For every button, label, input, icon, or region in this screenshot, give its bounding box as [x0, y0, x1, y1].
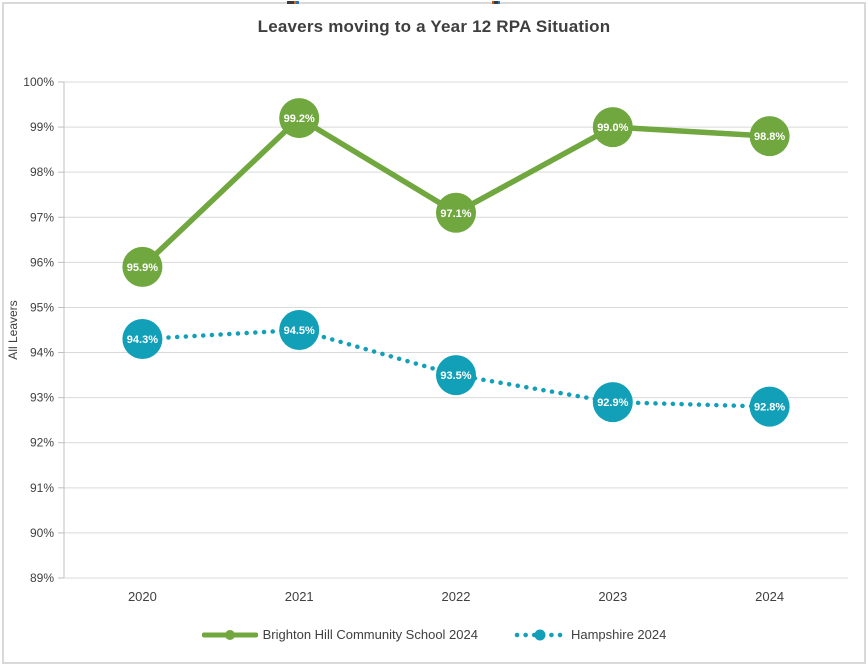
series-line [139, 115, 773, 270]
data-point[interactable] [592, 382, 633, 423]
cropped-content-fragment [492, 1, 500, 4]
data-point[interactable] [592, 107, 633, 148]
y-tick-label: 90% [30, 526, 54, 540]
legend-item-hampshire[interactable]: Hampshire 2024 [514, 627, 666, 642]
y-axis-title: All Leavers [6, 300, 20, 360]
legend-dotted-marker-icon [514, 629, 566, 640]
data-point[interactable] [122, 246, 163, 287]
chart-title: Leavers moving to a Year 12 RPA Situatio… [257, 17, 611, 36]
data-point[interactable] [279, 310, 320, 350]
legend-item-school[interactable]: Brighton Hill Community School 2024 [201, 627, 478, 642]
y-tick-label: 97% [30, 210, 54, 224]
data-point[interactable] [749, 116, 790, 157]
y-tick-label: 96% [30, 255, 54, 269]
legend-label-school: Brighton Hill Community School 2024 [262, 627, 478, 642]
data-point-label: 94.3% [127, 334, 158, 346]
y-tick-label: 95% [30, 300, 54, 314]
data-point-label: 97.1% [440, 208, 471, 220]
x-tick-label: 2022 [442, 589, 471, 604]
data-point-label: 92.9% [597, 397, 628, 409]
data-point[interactable] [436, 192, 476, 233]
legend-line-marker-icon [201, 629, 258, 640]
y-tick-label: 98% [30, 165, 54, 179]
data-point-label: 99.0% [597, 122, 628, 134]
x-tick-label: 2024 [755, 589, 784, 604]
y-tick-label: 99% [30, 120, 54, 134]
legend-label-hampshire: Hampshire 2024 [570, 627, 667, 642]
data-point[interactable] [122, 319, 163, 360]
x-tick-label: 2023 [598, 589, 627, 604]
y-tick-label: 100% [23, 75, 54, 89]
y-tick-label: 93% [30, 391, 54, 405]
data-point[interactable] [436, 355, 476, 396]
data-point[interactable] [749, 386, 790, 427]
x-tick-label: 2021 [285, 589, 314, 604]
legend: Brighton Hill Community School 2024 Hamp… [0, 627, 868, 642]
cropped-content-fragment [287, 1, 299, 4]
data-point-label: 99.2% [284, 113, 315, 125]
y-tick-label: 94% [30, 346, 54, 360]
data-point-label: 92.8% [754, 402, 785, 414]
x-tick-label: 2020 [128, 589, 157, 604]
data-point[interactable] [279, 98, 320, 139]
y-tick-label: 91% [30, 481, 54, 495]
data-point-label: 93.5% [440, 370, 471, 382]
data-point-label: 95.9% [127, 262, 158, 274]
data-point-label: 94.5% [284, 325, 315, 337]
data-point-label: 98.8% [754, 131, 785, 143]
y-tick-label: 89% [30, 571, 54, 585]
y-tick-label: 92% [30, 436, 54, 450]
